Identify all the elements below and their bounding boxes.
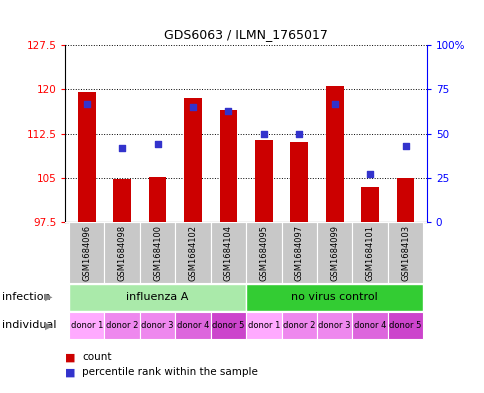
Bar xyxy=(149,176,166,222)
Bar xyxy=(281,312,317,339)
Title: GDS6063 / ILMN_1765017: GDS6063 / ILMN_1765017 xyxy=(164,28,327,41)
Point xyxy=(118,145,126,151)
Point xyxy=(189,104,197,110)
Bar xyxy=(255,140,272,222)
Bar xyxy=(352,222,387,283)
Text: infection: infection xyxy=(2,292,51,302)
Text: donor 2: donor 2 xyxy=(283,321,315,330)
Bar xyxy=(139,222,175,283)
Bar xyxy=(290,142,307,222)
Text: donor 5: donor 5 xyxy=(389,321,421,330)
Text: donor 1: donor 1 xyxy=(70,321,103,330)
Bar xyxy=(325,86,343,222)
Bar xyxy=(361,187,378,222)
Point xyxy=(153,141,161,147)
Text: individual: individual xyxy=(2,320,57,331)
Bar xyxy=(104,312,139,339)
Point xyxy=(401,143,408,149)
Bar xyxy=(139,312,175,339)
Bar xyxy=(317,312,352,339)
Text: GSM1684101: GSM1684101 xyxy=(365,224,374,281)
Bar xyxy=(113,179,131,222)
Bar xyxy=(69,283,245,311)
Text: influenza A: influenza A xyxy=(126,292,188,302)
Point xyxy=(365,171,373,177)
Text: donor 4: donor 4 xyxy=(177,321,209,330)
Point xyxy=(330,100,338,107)
Text: ■: ■ xyxy=(65,352,76,362)
Text: GSM1684103: GSM1684103 xyxy=(400,224,409,281)
Bar xyxy=(219,110,237,222)
Bar xyxy=(245,312,281,339)
Text: count: count xyxy=(82,352,112,362)
Bar xyxy=(281,222,317,283)
Bar xyxy=(69,222,104,283)
Bar xyxy=(352,312,387,339)
Bar xyxy=(387,222,423,283)
Bar xyxy=(317,222,352,283)
Text: donor 3: donor 3 xyxy=(141,321,173,330)
Bar xyxy=(175,222,210,283)
Text: donor 4: donor 4 xyxy=(353,321,386,330)
Text: GSM1684097: GSM1684097 xyxy=(294,224,303,281)
Text: ▶: ▶ xyxy=(45,320,52,331)
Text: GSM1684100: GSM1684100 xyxy=(153,224,162,281)
Text: percentile rank within the sample: percentile rank within the sample xyxy=(82,367,258,377)
Bar xyxy=(245,222,281,283)
Bar xyxy=(184,98,201,222)
Text: GSM1684099: GSM1684099 xyxy=(330,224,338,281)
Text: GSM1684098: GSM1684098 xyxy=(118,224,126,281)
Text: GSM1684096: GSM1684096 xyxy=(82,224,91,281)
Bar xyxy=(210,222,245,283)
Point xyxy=(83,100,91,107)
Bar xyxy=(69,312,104,339)
Text: no virus control: no virus control xyxy=(291,292,378,302)
Bar xyxy=(175,312,210,339)
Point xyxy=(224,107,232,114)
Text: donor 1: donor 1 xyxy=(247,321,279,330)
Text: GSM1684095: GSM1684095 xyxy=(259,224,268,281)
Text: donor 5: donor 5 xyxy=(212,321,244,330)
Bar xyxy=(245,283,423,311)
Bar xyxy=(78,92,95,222)
Text: GSM1684102: GSM1684102 xyxy=(188,224,197,281)
Text: ■: ■ xyxy=(65,367,76,377)
Bar xyxy=(387,312,423,339)
Text: donor 3: donor 3 xyxy=(318,321,350,330)
Bar xyxy=(396,178,413,222)
Text: GSM1684104: GSM1684104 xyxy=(224,224,232,281)
Bar xyxy=(210,312,245,339)
Text: ▶: ▶ xyxy=(45,292,52,302)
Bar xyxy=(104,222,139,283)
Text: donor 2: donor 2 xyxy=(106,321,138,330)
Point xyxy=(295,130,302,137)
Point xyxy=(259,130,267,137)
